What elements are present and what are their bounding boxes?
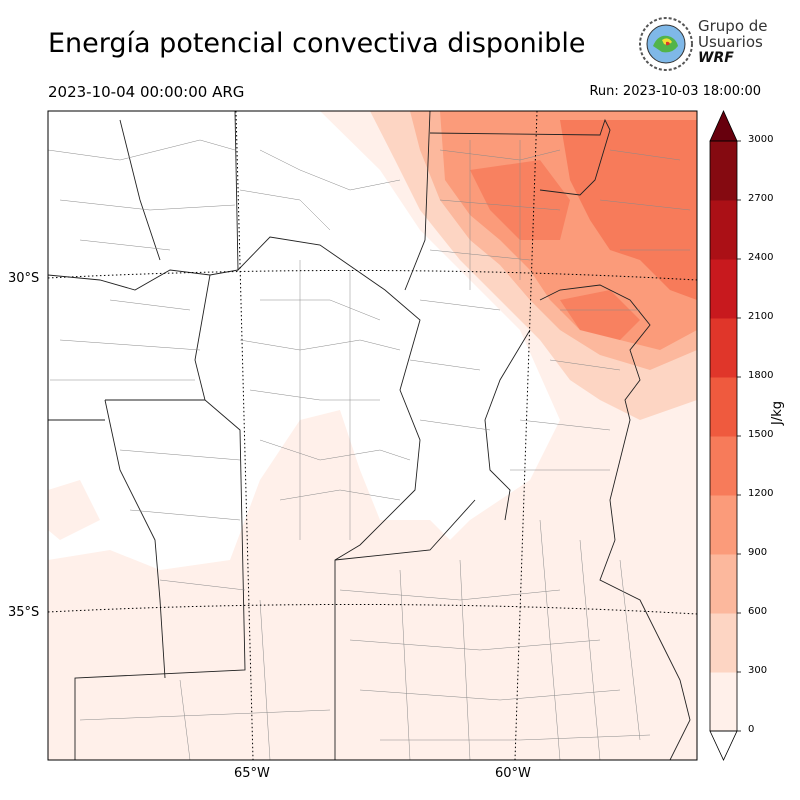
map-title: Energía potencial convectiva disponible (48, 28, 586, 59)
colorbar-tick-label: 600 (748, 606, 768, 617)
colorbar-segment (710, 672, 737, 732)
colorbar-tick-label: 2100 (748, 311, 774, 322)
wrf-globe-logo-icon (639, 17, 693, 71)
cape-band-0-300-west (48, 480, 100, 540)
logo-line2: Usuarios (698, 33, 763, 51)
colorbar-segment (710, 200, 737, 260)
colorbar-tick-label: 1800 (748, 370, 774, 381)
colorbar-extend-min (709, 730, 738, 761)
colorbar-extend-max (709, 110, 738, 142)
colorbar-tick-label: 2700 (748, 193, 774, 204)
colorbar-segment (710, 377, 737, 437)
colorbar-segment (710, 436, 737, 496)
lat-label-35s: 35°S (8, 605, 40, 620)
colorbar-tick-label: 1200 (748, 488, 774, 499)
colorbar-tick-label: 1500 (748, 429, 774, 440)
colorbar-segment (710, 495, 737, 555)
cape-band-1200-1500 (560, 120, 697, 300)
colorbar-tick-label: 3000 (748, 134, 774, 145)
logo-line3: WRF (698, 50, 734, 66)
wrf-logo: Grupo de Usuarios WRF (638, 16, 768, 72)
colorbar-segment (710, 259, 737, 319)
cape-band-1200-1500-c (560, 290, 640, 340)
run-time: Run: 2023-10-03 18:00:00 (589, 84, 761, 99)
valid-time: 2023-10-04 00:00:00 ARG (48, 83, 245, 101)
logo-line1: Grupo de (698, 17, 768, 35)
lon-label-65w: 65°W (234, 766, 270, 781)
cape-field (48, 111, 697, 760)
colorbar-segment (710, 554, 737, 614)
colorbar-tick-label: 900 (748, 547, 768, 558)
colorbar-tick-label: 300 (748, 665, 768, 676)
cape-band-0-300-sw (48, 410, 697, 760)
lat-label-30s: 30°S (8, 271, 40, 286)
colorbar-tick-label: 0 (748, 724, 755, 735)
map-frame (47, 110, 698, 761)
colorbar-unit: J/kg (770, 401, 785, 425)
colorbar-segment (710, 613, 737, 673)
colorbar (709, 110, 741, 761)
lon-label-60w: 60°W (495, 766, 531, 781)
colorbar-segment (710, 141, 737, 201)
admin-boundaries (48, 111, 697, 760)
colorbar-tick-label: 2400 (748, 252, 774, 263)
colorbar-segment (710, 318, 737, 378)
